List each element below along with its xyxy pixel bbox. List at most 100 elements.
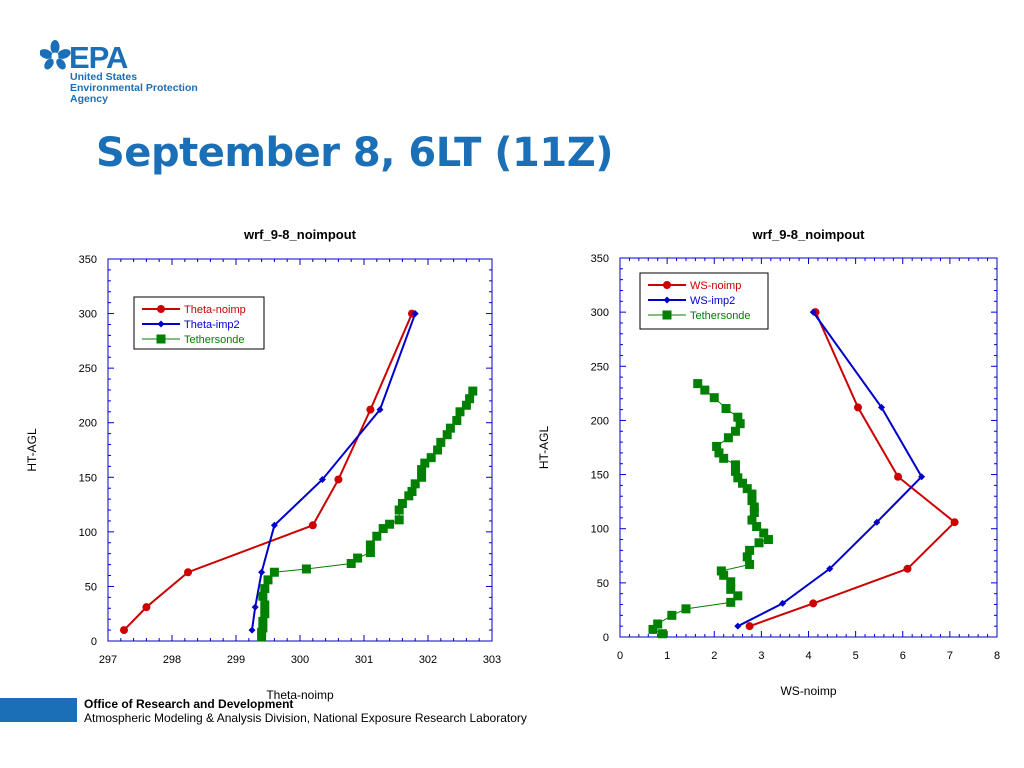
data-point [733,591,743,601]
data-point [733,412,743,422]
x-tick-label: 6 [900,650,906,662]
x-tick-label: 4 [805,650,811,662]
data-point [410,479,420,489]
wind-speed-profile-svg: wrf_9-8_noimpout 0 1 2 3 4 5 6 7 8 0 50 100 150 200 250… [537,227,1000,698]
data-point [378,524,388,534]
x-tick-label: 2 [711,650,717,662]
data-point [407,486,417,496]
legend-label: Theta-noimp [184,304,246,316]
data-point [394,505,404,515]
data-point [411,310,419,318]
data-point [365,548,375,558]
data-point [263,575,273,585]
x-tick-label: 7 [947,650,953,662]
y-tick-label: 250 [79,363,97,375]
data-point [667,610,677,620]
data-point [759,528,769,538]
data-point [452,416,462,426]
data-point [184,568,192,577]
data-point [301,564,311,574]
legend-label: Tethersonde [184,334,245,346]
data-point [260,600,270,610]
theta-profile-chart: wrf_9-8_noimpout 297 298 299 300 301 302 303 0 50… [0,215,512,705]
data-point [455,407,465,417]
data-point [120,626,128,635]
data-point [693,379,703,389]
data-point [747,515,757,525]
x-tick-label: 300 [291,654,309,666]
data-point [394,515,404,525]
data-point [903,564,912,573]
legend-marker [662,310,672,320]
data-point [726,597,736,607]
data-point [385,519,395,529]
data-point [372,531,382,541]
data-point [809,599,818,608]
data-point [730,426,740,436]
chart-title: wrf_9-8_noimpout [243,227,357,242]
data-point [878,403,886,411]
data-point [730,460,740,470]
x-tick-label: 301 [355,654,373,666]
data-point [745,559,755,569]
footer-org: Office of Research and Development [84,697,294,711]
data-point [730,466,740,476]
data-point [700,385,710,395]
x-tick-label: 298 [163,654,181,666]
data-point [270,521,278,529]
y-tick-label: 350 [79,254,97,266]
data-point [433,445,443,455]
data-point [734,622,742,630]
epa-line-1: United States [70,71,137,83]
data-point [723,433,733,443]
data-point [681,604,691,614]
data-point [260,609,270,619]
data-point [417,465,427,475]
data-point [334,475,343,484]
y-tick-label: 150 [79,472,97,484]
footer-bar [0,698,77,722]
data-point [468,386,478,396]
data-point [248,626,256,634]
slide-title: September 8, 6LT (11Z) [96,130,614,176]
data-point [719,453,729,463]
data-point [308,521,317,530]
y-tick-label: 0 [603,632,609,644]
y-tick-label: 350 [591,253,609,265]
x-tick-label: 302 [419,654,437,666]
epa-logo: EPA United States Environmental Protecti… [40,40,198,105]
data-point [269,567,279,577]
data-point [716,566,726,576]
legend-marker [663,296,671,304]
data-point [258,568,266,576]
data-point [950,518,959,527]
data-point [251,603,259,611]
data-point [318,475,326,483]
data-point [747,489,757,499]
y-tick-label: 200 [591,415,609,427]
data-point [742,552,752,562]
y-tick-label: 50 [597,578,609,590]
data-point [346,559,356,569]
data-point [735,419,745,429]
y-tick-label: 200 [79,418,97,430]
y-tick-label: 100 [79,527,97,539]
legend-label: Tethersonde [690,310,751,322]
x-axis-label: Theta-noimp [266,688,334,702]
data-point [826,565,834,573]
legend-marker [663,281,671,289]
y-tick-label: 0 [91,636,97,648]
data-point [461,400,471,410]
data-point [853,403,862,412]
data-point [749,507,759,517]
y-tick-label: 150 [591,470,609,482]
data-point [754,538,764,548]
data-point [745,545,755,555]
data-point [712,441,722,451]
epa-line-3: Agency [70,93,108,105]
data-point [733,473,743,483]
data-point [726,577,736,587]
epa-brand: EPA [69,40,128,75]
data-point [918,473,926,481]
data-point [465,394,475,404]
